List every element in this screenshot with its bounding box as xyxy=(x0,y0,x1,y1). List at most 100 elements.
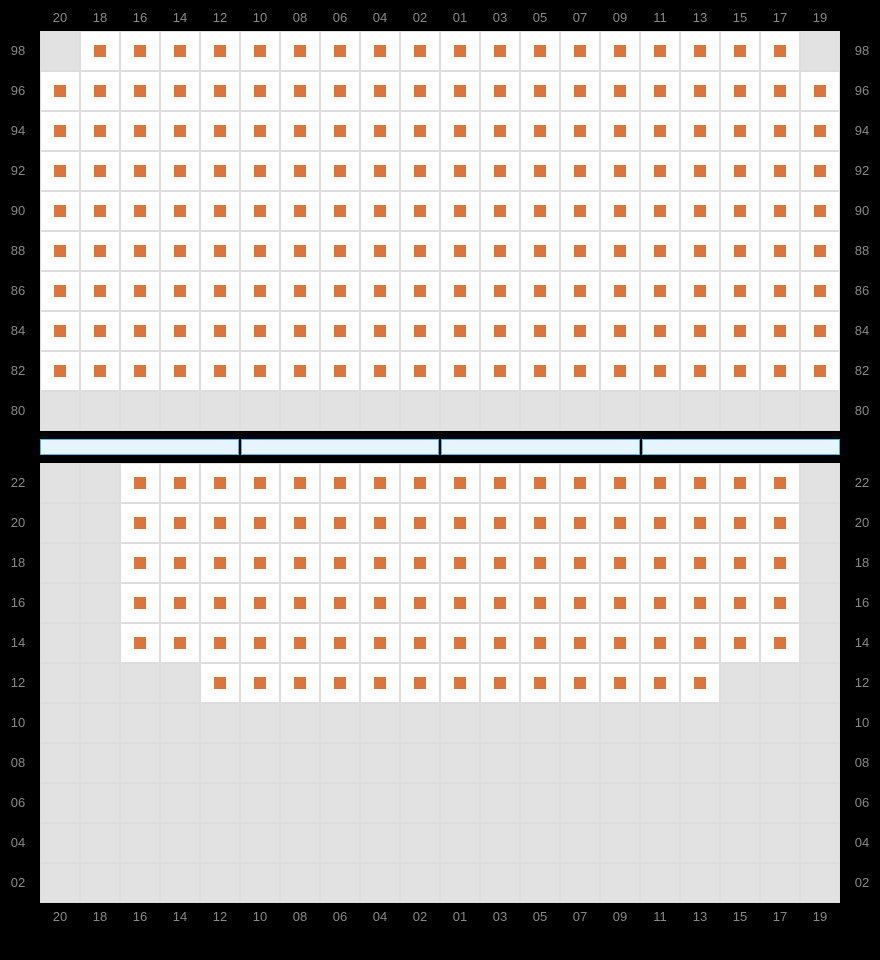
seat-cell[interactable] xyxy=(360,31,400,71)
seat-cell[interactable] xyxy=(360,111,400,151)
seat-cell[interactable] xyxy=(440,543,480,583)
seat-cell[interactable] xyxy=(240,623,280,663)
seat-cell[interactable] xyxy=(320,71,360,111)
seat-cell[interactable] xyxy=(200,151,240,191)
seat-cell[interactable] xyxy=(760,503,800,543)
seat-cell[interactable] xyxy=(160,151,200,191)
seat-cell[interactable] xyxy=(600,583,640,623)
seat-cell[interactable] xyxy=(320,663,360,703)
seat-cell[interactable] xyxy=(360,623,400,663)
seat-cell[interactable] xyxy=(800,271,840,311)
seat-cell[interactable] xyxy=(680,271,720,311)
seat-cell[interactable] xyxy=(160,623,200,663)
seat-cell[interactable] xyxy=(120,503,160,543)
seat-cell[interactable] xyxy=(520,231,560,271)
seat-cell[interactable] xyxy=(400,31,440,71)
seat-cell[interactable] xyxy=(680,543,720,583)
seat-cell[interactable] xyxy=(200,583,240,623)
seat-cell[interactable] xyxy=(320,191,360,231)
seat-cell[interactable] xyxy=(240,151,280,191)
seat-cell[interactable] xyxy=(600,191,640,231)
seat-cell[interactable] xyxy=(240,71,280,111)
seat-cell[interactable] xyxy=(360,191,400,231)
seat-cell[interactable] xyxy=(600,463,640,503)
seat-cell[interactable] xyxy=(520,663,560,703)
seat-cell[interactable] xyxy=(160,583,200,623)
seat-cell[interactable] xyxy=(760,71,800,111)
seat-cell[interactable] xyxy=(480,231,520,271)
seat-cell[interactable] xyxy=(240,463,280,503)
seat-cell[interactable] xyxy=(120,463,160,503)
seat-cell[interactable] xyxy=(640,351,680,391)
seat-cell[interactable] xyxy=(720,191,760,231)
seat-cell[interactable] xyxy=(440,151,480,191)
seat-cell[interactable] xyxy=(280,111,320,151)
seat-cell[interactable] xyxy=(680,311,720,351)
seat-cell[interactable] xyxy=(80,191,120,231)
seat-cell[interactable] xyxy=(200,191,240,231)
seat-cell[interactable] xyxy=(400,583,440,623)
seat-cell[interactable] xyxy=(600,311,640,351)
seat-cell[interactable] xyxy=(680,503,720,543)
seat-cell[interactable] xyxy=(800,151,840,191)
seat-cell[interactable] xyxy=(280,503,320,543)
seat-cell[interactable] xyxy=(40,191,80,231)
seat-cell[interactable] xyxy=(200,663,240,703)
seat-cell[interactable] xyxy=(200,231,240,271)
seat-cell[interactable] xyxy=(40,151,80,191)
seat-cell[interactable] xyxy=(200,623,240,663)
seat-cell[interactable] xyxy=(400,663,440,703)
seat-cell[interactable] xyxy=(160,311,200,351)
seat-cell[interactable] xyxy=(480,543,520,583)
seat-cell[interactable] xyxy=(800,111,840,151)
seat-cell[interactable] xyxy=(440,111,480,151)
seat-cell[interactable] xyxy=(760,151,800,191)
seat-cell[interactable] xyxy=(520,543,560,583)
seat-cell[interactable] xyxy=(480,71,520,111)
seat-cell[interactable] xyxy=(520,623,560,663)
seat-cell[interactable] xyxy=(80,71,120,111)
seat-cell[interactable] xyxy=(560,463,600,503)
seat-cell[interactable] xyxy=(200,271,240,311)
seat-cell[interactable] xyxy=(280,271,320,311)
seat-cell[interactable] xyxy=(440,583,480,623)
seat-cell[interactable] xyxy=(520,311,560,351)
seat-cell[interactable] xyxy=(720,623,760,663)
seat-cell[interactable] xyxy=(480,191,520,231)
seat-cell[interactable] xyxy=(80,231,120,271)
seat-cell[interactable] xyxy=(320,31,360,71)
seat-cell[interactable] xyxy=(400,351,440,391)
seat-cell[interactable] xyxy=(400,231,440,271)
seat-cell[interactable] xyxy=(640,71,680,111)
seat-cell[interactable] xyxy=(400,71,440,111)
seat-cell[interactable] xyxy=(680,31,720,71)
seat-cell[interactable] xyxy=(640,111,680,151)
seat-cell[interactable] xyxy=(200,463,240,503)
seat-cell[interactable] xyxy=(720,463,760,503)
seat-cell[interactable] xyxy=(520,583,560,623)
seat-cell[interactable] xyxy=(600,623,640,663)
seat-cell[interactable] xyxy=(280,151,320,191)
seat-cell[interactable] xyxy=(160,463,200,503)
seat-cell[interactable] xyxy=(800,311,840,351)
seat-cell[interactable] xyxy=(240,663,280,703)
seat-cell[interactable] xyxy=(520,503,560,543)
seat-cell[interactable] xyxy=(480,151,520,191)
seat-cell[interactable] xyxy=(440,31,480,71)
seat-cell[interactable] xyxy=(480,623,520,663)
seat-cell[interactable] xyxy=(600,663,640,703)
seat-cell[interactable] xyxy=(280,231,320,271)
seat-cell[interactable] xyxy=(400,151,440,191)
seat-cell[interactable] xyxy=(240,111,280,151)
seat-cell[interactable] xyxy=(560,231,600,271)
seat-cell[interactable] xyxy=(160,111,200,151)
seat-cell[interactable] xyxy=(360,663,400,703)
seat-cell[interactable] xyxy=(760,543,800,583)
seat-cell[interactable] xyxy=(640,463,680,503)
seat-cell[interactable] xyxy=(200,351,240,391)
seat-cell[interactable] xyxy=(480,663,520,703)
seat-cell[interactable] xyxy=(320,623,360,663)
seat-cell[interactable] xyxy=(400,463,440,503)
seat-cell[interactable] xyxy=(560,543,600,583)
seat-cell[interactable] xyxy=(120,623,160,663)
